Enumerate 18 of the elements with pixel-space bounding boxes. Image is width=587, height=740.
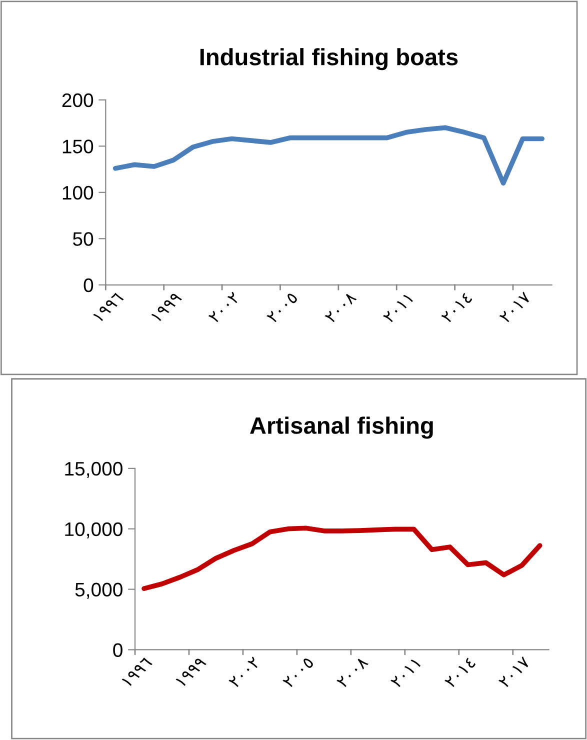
x-tick-label: ١٩٩٩	[151, 292, 182, 322]
chart-title: Artisanal fishing	[250, 416, 433, 439]
y-tick-label: 200	[62, 93, 94, 108]
y-tick-label: 0	[84, 278, 94, 292]
x-tick-label: ١٩٩٩	[176, 656, 206, 688]
line-series	[142, 526, 542, 591]
y-tick-label: 50	[73, 232, 94, 246]
y-tick-label: 150	[62, 140, 94, 154]
x-tick-label: ٢٠٠٨	[324, 292, 357, 324]
chart-title: Industrial fishing boats	[200, 48, 458, 70]
y-tick-label: 10,000	[65, 522, 122, 538]
x-tick-label: ٢٠١١	[390, 658, 421, 688]
y-tick-label: 15,000	[65, 462, 122, 478]
x-tick-label: ٢٠١١	[382, 294, 413, 324]
y-tick-label: 100	[62, 186, 94, 200]
y-tick-label: 0	[113, 643, 122, 657]
line-series	[112, 125, 545, 186]
y-tick-label: 5,000	[75, 582, 122, 599]
